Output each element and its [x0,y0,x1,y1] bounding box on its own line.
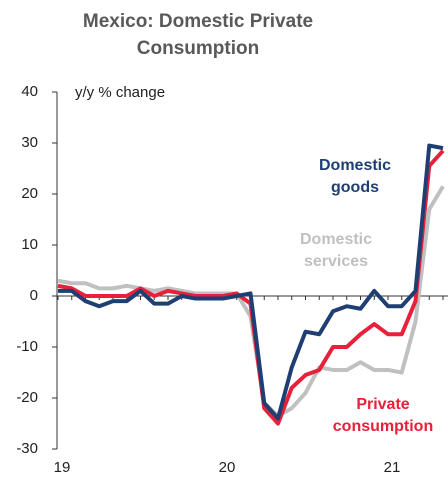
series-line [58,143,444,421]
label-services: Domestic services [299,231,373,270]
label-goods: Domestic goods [318,157,392,196]
y-axis-label: y/y % change [75,84,165,101]
y-tick-label: -10 [16,338,38,355]
y-tick-label: -30 [16,440,38,457]
y-tick-label: 40 [21,83,38,100]
label-private: Private consumption [332,396,434,435]
chart-title: Mexico: Domestic Private Consumption [82,11,314,59]
x-tick-label: 19 [54,459,71,476]
y-tick-label: 20 [21,185,38,202]
x-tick-label: 21 [384,459,401,476]
y-tick-label: 10 [21,236,38,253]
x-tick-label: 20 [219,459,236,476]
y-tick-label: 30 [21,134,38,151]
y-tick-label: -20 [16,389,38,406]
y-tick-label: 0 [30,287,38,304]
